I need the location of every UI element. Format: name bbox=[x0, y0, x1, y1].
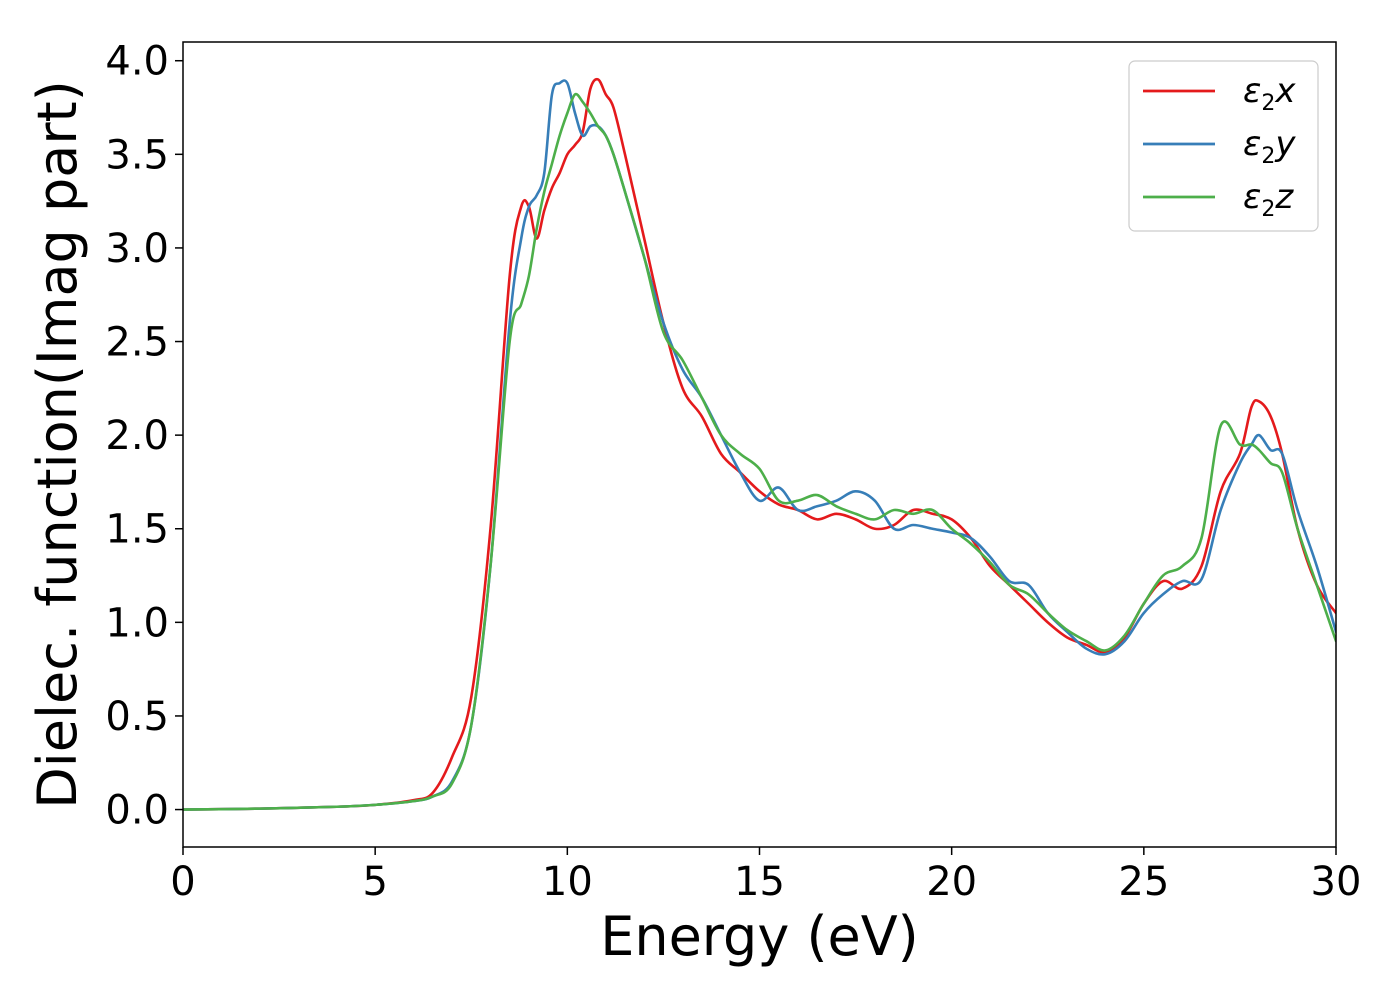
y-tick-label: 3.5 bbox=[105, 132, 169, 178]
legend-subscript: 2 bbox=[1261, 144, 1275, 169]
series-line-y bbox=[183, 79, 1336, 811]
x-axis-label: Energy (eV) bbox=[600, 905, 919, 968]
y-tick-label: 3.0 bbox=[105, 226, 169, 272]
x-tick-label: 30 bbox=[1311, 859, 1362, 905]
x-tick-label: 20 bbox=[926, 859, 977, 905]
legend-subscript: 2 bbox=[1261, 91, 1275, 116]
x-tick-label: 25 bbox=[1118, 859, 1169, 905]
x-tick-label: 15 bbox=[734, 859, 785, 905]
legend-symbol: ε bbox=[1243, 71, 1261, 111]
y-tick-label: 1.5 bbox=[105, 507, 169, 553]
y-tick-label: 0.0 bbox=[105, 788, 169, 834]
y-axis-ticks: 0.0 0.5 1.0 1.5 2.0 2.5 3.0 3.5 4.0 bbox=[105, 39, 183, 834]
x-tick-label: 5 bbox=[362, 859, 387, 905]
y-tick-label: 1.0 bbox=[105, 600, 169, 646]
legend-box bbox=[1128, 60, 1319, 232]
legend-suffix: x bbox=[1274, 71, 1296, 111]
plot-lines bbox=[183, 77, 1336, 811]
series-line-x bbox=[183, 77, 1336, 811]
y-tick-label: 2.5 bbox=[105, 320, 169, 366]
y-tick-label: 4.0 bbox=[105, 39, 169, 85]
legend-symbol: ε bbox=[1243, 177, 1261, 217]
legend-symbol: ε bbox=[1243, 124, 1261, 164]
x-tick-label: 0 bbox=[170, 859, 195, 905]
legend-label-z: ε2z bbox=[1243, 177, 1294, 222]
series-line-z bbox=[183, 92, 1336, 811]
legend-suffix: z bbox=[1274, 177, 1294, 217]
x-axis-ticks: 0 5 10 15 20 25 30 bbox=[170, 847, 1361, 905]
legend-label-x: ε2x bbox=[1243, 71, 1296, 116]
x-tick-label: 10 bbox=[542, 859, 593, 905]
legend-subscript: 2 bbox=[1261, 197, 1275, 222]
legend-label-y: ε2y bbox=[1243, 124, 1296, 169]
y-axis-label: Dielec. function(Imag part) bbox=[26, 80, 89, 809]
y-tick-label: 0.5 bbox=[105, 694, 169, 740]
y-tick-label: 2.0 bbox=[105, 413, 169, 459]
legend-suffix: y bbox=[1274, 124, 1296, 164]
